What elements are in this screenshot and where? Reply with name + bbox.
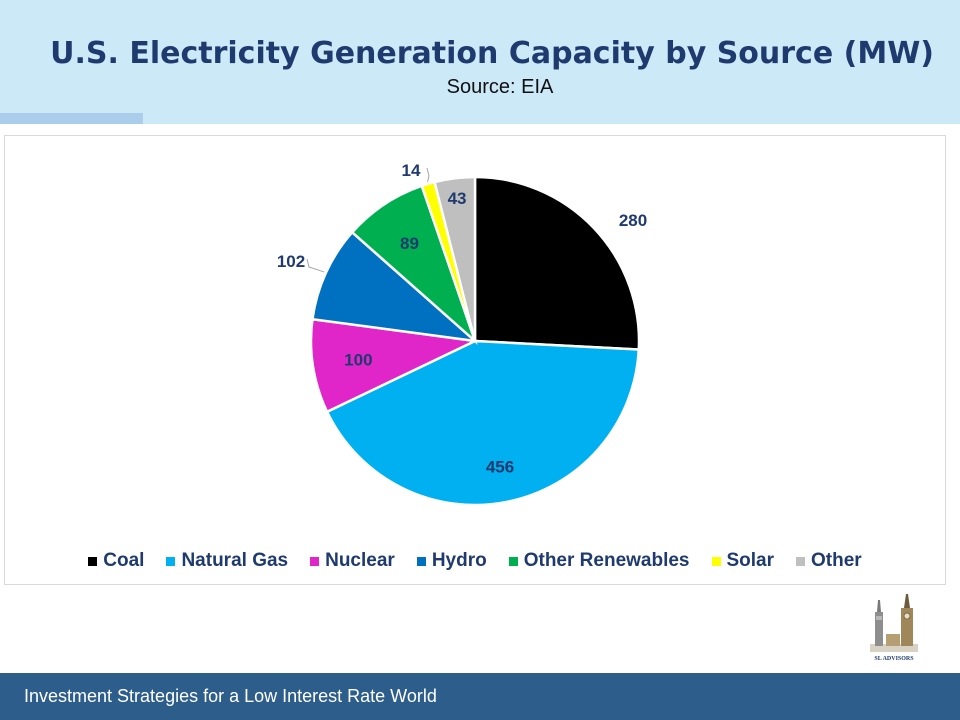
pie-slice-natural-gas — [325, 339, 641, 507]
data-label-nuclear: 100 — [344, 350, 372, 369]
legend-swatch-other-renewables — [508, 556, 518, 566]
logo-text: SL ADVISORS — [874, 656, 914, 662]
pie-slice-coal — [473, 175, 641, 351]
legend-label-coal: Coal — [103, 550, 145, 571]
slide-subtitle: Source: EIA — [446, 76, 554, 98]
pie-slice-nuclear — [309, 317, 480, 414]
footer-band: Investment Strategies for a Low Interest… — [0, 673, 960, 720]
chart-legend: Coal Natural Gas Nuclear Hydro Other Renewab… — [5, 550, 945, 572]
data-label-hydro: 102 — [277, 252, 305, 271]
legend-label-natural-gas: Natural Gas — [181, 550, 289, 571]
pie-chart: 280 456 100 102 89 14 43 — [277, 161, 647, 507]
legend-item-coal: Coal — [88, 550, 144, 572]
legend-label-hydro: Hydro — [431, 550, 487, 571]
data-label-solar: 14 — [402, 161, 421, 180]
legend-swatch-nuclear — [310, 556, 320, 566]
pie-slice-other — [433, 175, 477, 342]
data-label-other-renewables: 89 — [400, 234, 419, 253]
legend-swatch-coal — [88, 556, 98, 566]
sl-advisors-logo: SL ADVISORS — [870, 594, 918, 662]
footer-tagline: Investment Strategies for a Low Interest… — [24, 686, 437, 706]
chart-area: 280 456 100 102 89 14 43 Coal Natural Gas Nuclea… — [4, 135, 946, 585]
legend-item-natural-gas: Natural Gas — [166, 550, 288, 572]
data-label-coal: 280 — [619, 211, 647, 230]
legend-item-nuclear: Nuclear — [310, 550, 395, 572]
pie-slice-hydro — [311, 230, 479, 343]
legend-item-hydro: Hydro — [416, 550, 487, 572]
legend-label-nuclear: Nuclear — [325, 550, 395, 571]
leader-line-solar — [426, 167, 430, 183]
data-label-other: 43 — [448, 189, 467, 208]
slide-title: U.S. Electricity Generation Capacity by … — [50, 36, 934, 71]
legend-label-other: Other — [811, 550, 862, 571]
legend-swatch-other — [796, 556, 806, 566]
legend-item-other: Other — [796, 550, 862, 572]
legend-swatch-hydro — [416, 556, 426, 566]
legend-label-other-renewables: Other Renewables — [523, 550, 690, 571]
legend-item-other-renewables: Other Renewables — [508, 550, 690, 572]
legend-swatch-solar — [711, 556, 721, 566]
header-accent-bar — [0, 113, 143, 124]
header-band — [0, 0, 960, 124]
leader-line-hydro — [306, 258, 325, 273]
data-label-natural-gas: 456 — [486, 457, 514, 476]
legend-swatch-natural-gas — [166, 556, 176, 566]
legend-item-solar: Solar — [711, 550, 775, 572]
legend-label-solar: Solar — [726, 550, 775, 571]
